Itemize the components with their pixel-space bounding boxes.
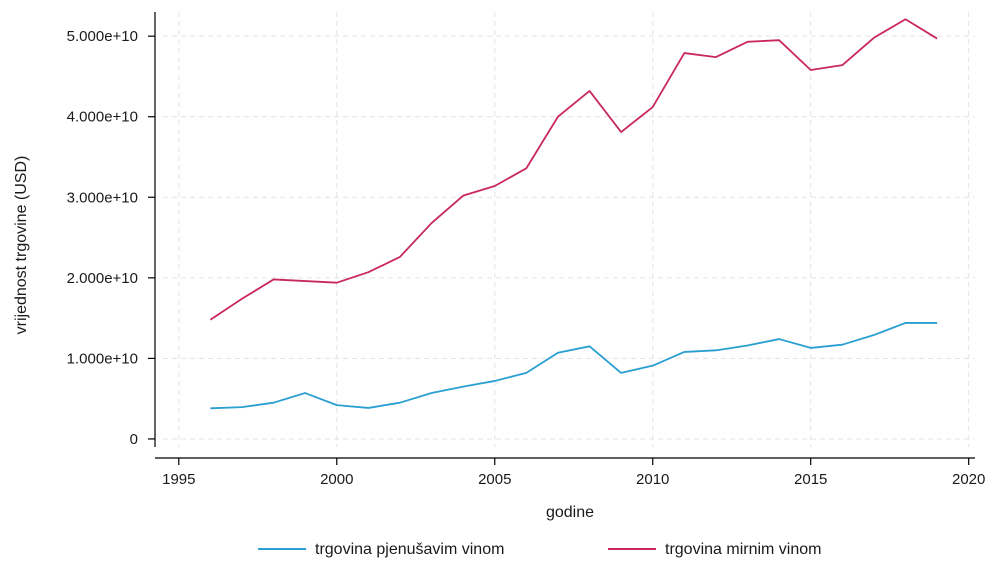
y-tick-label: 2.000e+10 xyxy=(67,270,138,287)
series-line-2 xyxy=(209,18,938,321)
y-axis-title: vrijednost trgovine (USD) xyxy=(13,156,30,335)
x-tick-label: 1995 xyxy=(162,471,195,488)
axes xyxy=(154,12,975,459)
y-tick-label: 3.000e+10 xyxy=(67,189,138,206)
y-tick-label: 5.000e+10 xyxy=(67,28,138,45)
legend: trgovina pjenušavim vinom trgovina mirnim… xyxy=(258,541,821,558)
legend-label-2: trgovina mirnim vinom xyxy=(665,541,821,558)
y-tick-label: 0 xyxy=(130,431,138,448)
x-tick-label: 2015 xyxy=(794,471,827,488)
y-tick-label: 1.000e+10 xyxy=(67,350,138,367)
y-tick-label: 4.000e+10 xyxy=(67,109,138,126)
series xyxy=(209,18,938,410)
series-line-1 xyxy=(210,322,938,410)
x-tick-label: 2010 xyxy=(636,471,669,488)
ticks: 0 1.000e+10 2.000e+10 3.000e+10 4.000e+10 5.0… xyxy=(67,28,986,488)
x-tick-label: 2000 xyxy=(320,471,353,488)
x-axis-title: godine xyxy=(546,504,594,521)
x-tick-label: 2020 xyxy=(952,471,985,488)
grid xyxy=(163,12,975,447)
legend-label-1: trgovina pjenušavim vinom xyxy=(315,541,504,558)
x-tick-label: 2005 xyxy=(478,471,511,488)
